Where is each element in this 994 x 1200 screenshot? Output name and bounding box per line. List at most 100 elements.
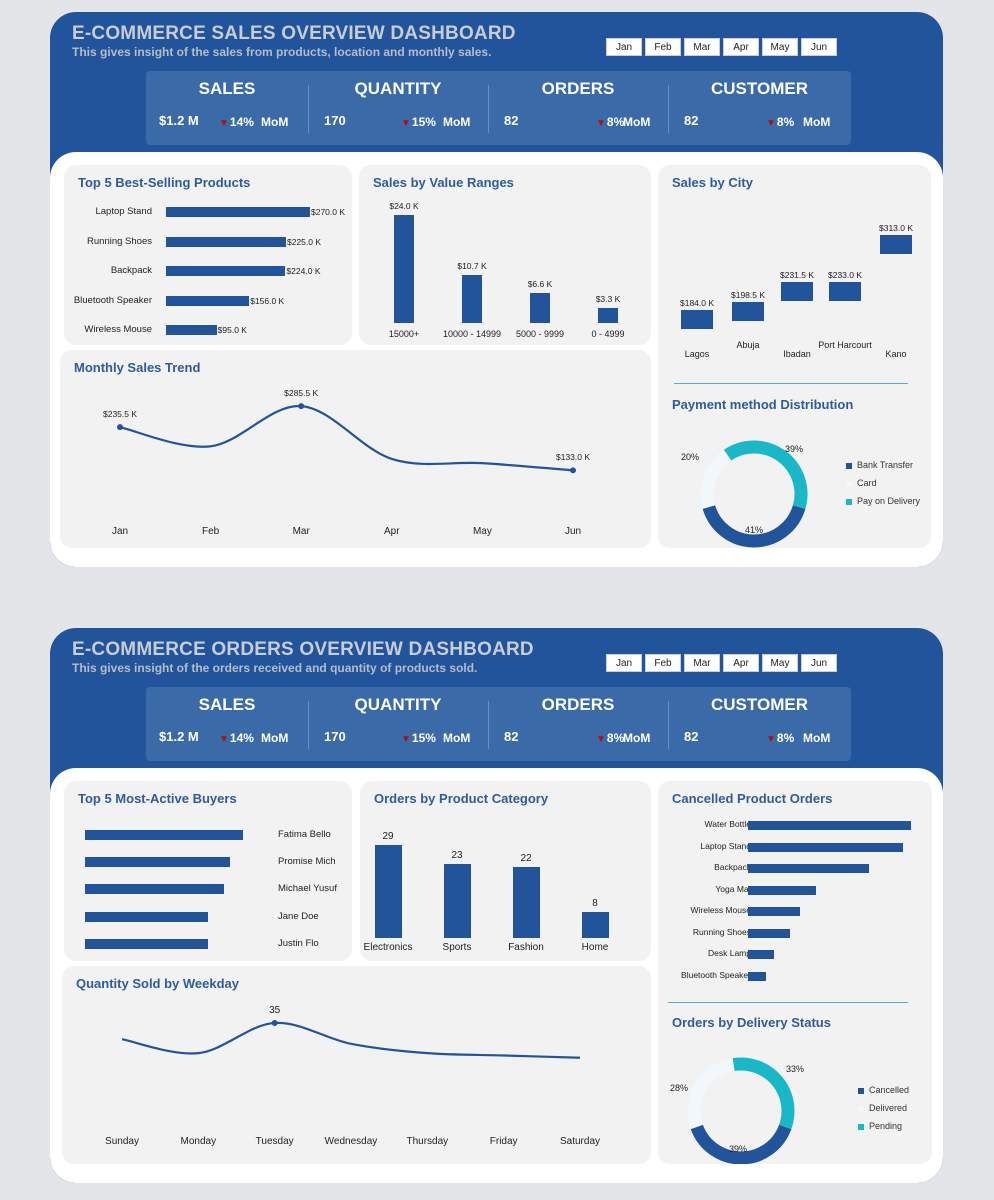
legend-label: Cancelled [869,1085,910,1095]
bar [166,295,250,306]
donut-slice [687,1058,735,1130]
data-point [271,1019,278,1026]
kpi-bar: SALES $1.2 M ▼14% MoM QUANTITY 170 ▼15% MoM ORDE… [146,687,851,761]
bar [512,867,540,938]
kpi-divider [308,85,309,133]
month-button[interactable]: Jan [606,654,642,672]
category-label: Electronics [363,942,413,953]
divider [674,383,908,384]
legend-label: Delivered [869,1103,908,1113]
bar [748,821,911,830]
bar [880,234,912,254]
kpi-mom: MoM [803,115,831,129]
kpi-divider [488,85,489,133]
x-tick-label: May [472,526,492,537]
bar [748,842,903,852]
line-chart-svg [121,1019,581,1059]
kpi-orders: ORDERS 82 ▼8% MoM [488,71,668,145]
data-label: 41% [744,525,763,535]
data-label: 39% [728,1144,747,1154]
card-title: Top 5 Most-Active Buyers [78,791,237,806]
kpi-quantity: QUANTITY 170 ▼15% MoM [308,687,488,761]
month-button[interactable]: Feb [645,654,681,672]
month-button[interactable]: Apr [723,38,759,56]
month-button[interactable]: Mar [684,38,720,56]
data-label: $133.0 K [555,452,591,463]
x-tick-label: Tuesday [255,1136,294,1147]
donut-slice [702,505,806,548]
card-title: Sales by Value Ranges [373,175,514,190]
card-title: Orders by Product Category [374,791,549,806]
kpi-orders: ORDERS 82 ▼8% MoM [488,687,668,761]
donut-chart-svg [687,1057,795,1164]
kpi-sales: SALES $1.2 M ▼14% MoM [146,71,308,145]
donut-slice [732,1057,795,1130]
dashboard-subtitle: This gives insight of the orders receive… [72,661,478,675]
kpi-value: 170 [324,729,346,744]
data-point [117,424,123,431]
orders-dashboard: E-COMMERCE ORDERS OVERVIEW DASHBOARD Thi… [50,628,943,1183]
category-label: Bluetooth Speaker [73,294,152,306]
x-tick-label: Feb [201,526,220,537]
series-line [121,1021,581,1059]
card-title: Top 5 Best-Selling Products [78,175,251,190]
data-label: 22 [520,853,532,865]
down-arrow-icon: ▼ [401,118,411,129]
kpi-mom: MoM [623,115,651,129]
down-arrow-icon: ▼ [219,118,229,129]
month-button[interactable]: Jan [606,38,642,56]
donut-chart-svg [700,440,808,548]
data-label: $10.7 K [457,260,487,271]
month-button[interactable]: Jun [801,654,837,672]
kpi-change-value: 15% [411,115,436,129]
month-button[interactable]: Mar [684,654,720,672]
category-label: Jane Doe [278,910,319,922]
x-tick-label: Mar [292,526,310,537]
data-label: $156.0 K [250,295,285,306]
x-tick-label: Friday [489,1136,518,1147]
kpi-change: ▼15% [401,115,436,129]
value-ranges-card: Sales by Value Ranges $24.0 K 15000+ $10.7… [359,165,651,345]
month-button[interactable]: Feb [645,38,681,56]
category-orders-card: Orders by Product Category 29 Electronics… [360,781,651,961]
category-label: Yoga Mat [715,883,751,894]
kpi-change: ▼8% [596,731,624,745]
category-label: Sports [442,942,472,953]
category-label: Backpack [110,265,152,276]
legend-swatch [846,480,852,487]
month-slicer: Jan Feb Mar Apr May Jun [606,38,837,56]
card-title: Cancelled Product Orders [672,791,833,806]
kpi-change: ▼15% [401,731,436,745]
category-label: Abuja [736,340,760,350]
cancelled-delivery-card: Cancelled Product Orders Orders by Deliv… [658,781,932,1164]
data-label: $3.3 K [595,294,621,305]
month-button[interactable]: May [762,654,798,672]
kpi-value: 82 [504,113,519,128]
category-label: Ibadan [783,349,811,359]
kpi-divider [308,701,309,749]
x-tick-label: Sunday [105,1136,139,1147]
month-button[interactable]: Jun [801,38,837,56]
data-point [298,403,305,410]
category-label: 5000 - 9999 [515,329,565,339]
data-label: 33% [785,1064,804,1074]
kpi-label: QUANTITY [354,695,442,714]
kpi-sales: SALES $1.2 M ▼14% MoM [146,687,308,761]
bar [530,293,550,323]
kpi-value: $1.2 M [159,729,199,744]
dashboard-body: Top 5 Best-Selling Products Laptop Stand… [50,152,943,567]
month-button[interactable]: Apr [723,654,759,672]
data-label: $198.5 K [730,289,766,300]
month-button[interactable]: May [762,38,798,56]
city-payment-card: Sales by City Payment method Distributio… [658,165,931,548]
x-tick-label: Jun [564,526,582,537]
kpi-label: QUANTITY [354,79,442,98]
kpi-customer: CUSTOMER 82 ▼8% MoM [668,687,851,761]
category-label: Laptop Stand [95,206,152,217]
kpi-label: ORDERS [541,695,615,714]
down-arrow-icon: ▼ [219,734,229,745]
category-label: 0 - 4999 [591,329,625,339]
kpi-mom: MoM [261,731,289,745]
down-arrow-icon: ▼ [401,734,411,745]
data-label: $313.0 K [878,222,914,233]
